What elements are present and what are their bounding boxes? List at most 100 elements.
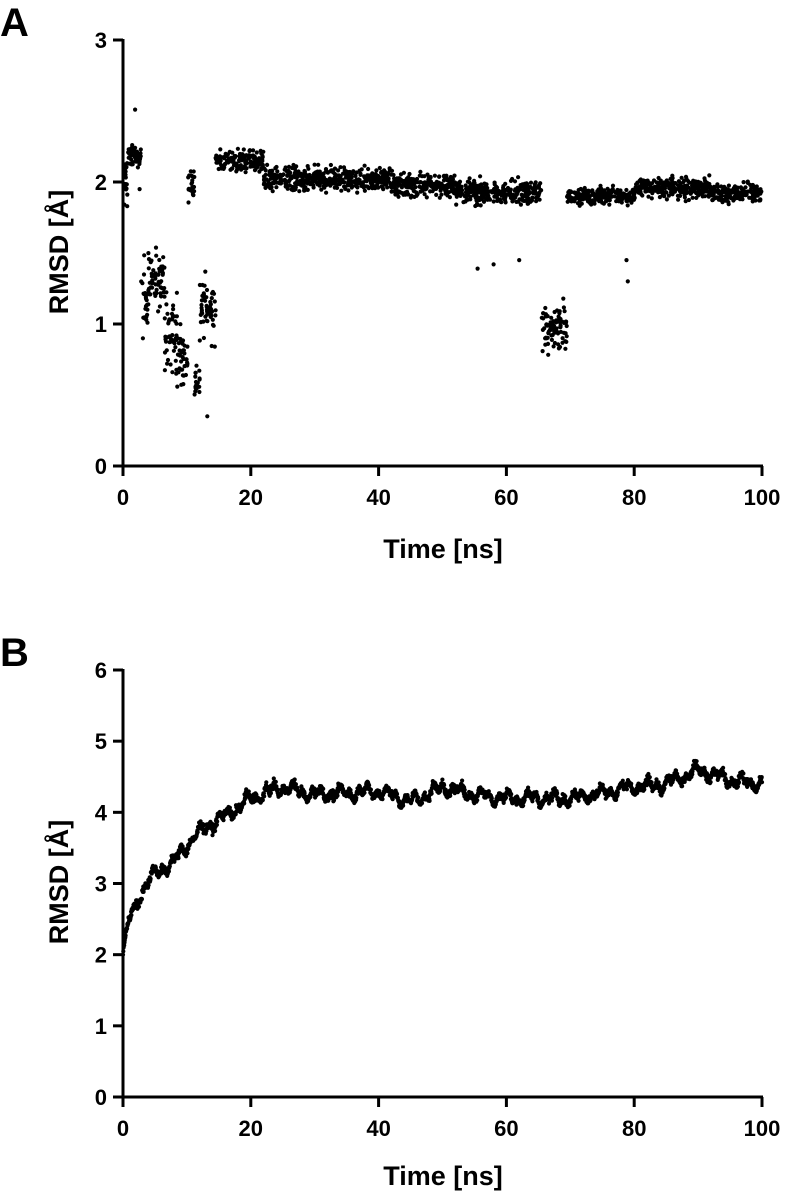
panel-a-point [526,191,532,196]
panel-a-point [627,193,632,198]
panel-a-point [437,195,442,200]
panel-a-point [695,186,700,191]
panel-b-point [567,803,572,808]
panel-a-point [278,172,283,178]
panel-a-point [316,162,321,167]
panel-b-point [321,786,326,792]
panel-a-point [683,174,689,179]
panel-a-point [235,146,240,151]
panel-b-point [470,792,475,798]
panel-a-point [356,177,361,182]
panel-a-point [513,195,518,200]
panel-a-point [503,198,508,203]
panel-a-point [561,296,566,301]
panel-a-point [726,195,731,200]
panel-a-point [389,168,395,173]
panel-a-point [636,190,642,195]
panel-a-point [146,286,152,291]
panel-b-point [486,789,491,794]
panel-a-point [729,190,734,195]
panel-a-point [285,179,290,184]
panel-a-point [731,198,736,203]
panel-b-point [176,856,181,861]
panel-a-point [305,164,310,169]
panel-a-point [355,190,360,195]
panel-a-point [560,336,565,341]
panel-a-point [192,392,197,397]
panel-b-point [629,781,634,786]
panel-a-point [625,198,630,203]
panel-b-point [662,786,667,791]
panel-a-point [549,315,554,320]
panel-a-point [259,151,264,156]
panel-b-point [475,798,480,803]
panel-a-point [334,173,339,178]
panel-b-point [123,933,128,938]
panel-a-point [683,199,688,204]
panel-a-point [581,188,586,194]
panel-a-x-tick-label: 0 [117,485,129,510]
panel-a-point [450,177,455,182]
panel-a-point [156,272,161,277]
panel-a-point [174,321,179,326]
panel-a-point [211,323,216,328]
panel-a-point [758,191,763,196]
panel-b-y-tick-label: 3 [95,872,107,897]
panel-a-point [429,184,434,189]
panel-a-point [358,172,363,177]
panel-a-point [650,185,656,190]
panel-a-point [251,156,257,161]
panel-a-point [150,278,155,283]
panel-a-point [586,198,591,203]
panel-a-point [564,323,569,329]
panel-a-point [617,196,622,201]
panel-a-point [518,202,524,207]
panel-a-point [123,182,128,187]
panel-a-point [685,178,691,184]
panel-a-point [557,344,563,350]
panel-a-point [260,162,265,167]
panel-a-point [662,190,667,195]
panel-b-point [148,876,153,881]
panel-a-point [417,184,422,189]
panel-a-x-tick-label: 60 [494,485,518,510]
panel-a-point [187,173,192,178]
panel-b-point [563,794,568,799]
panel-a-point [201,291,206,296]
panel-a-point [558,329,564,334]
panel-b-point [427,798,432,804]
panel-a-point [298,179,303,184]
panel-a-point [591,198,596,203]
panel-b-point [214,822,219,828]
panel-a-point [430,189,435,194]
panel-a-point [222,165,227,170]
panel-a-point [173,358,178,363]
panel-b-point [215,819,220,824]
panel-a-point [545,335,550,340]
panel-b-point [139,896,144,902]
panel-b-point [302,791,307,796]
panel-a-point [678,183,684,188]
panel-a-point [632,195,637,201]
panel-a-point [251,148,256,153]
panel-a-point [666,193,672,198]
panel-b-point [448,793,453,798]
panel-a-point [743,189,748,194]
panel-a-point [332,166,338,171]
panel-a-point [551,344,556,349]
panel-a-point [682,178,687,183]
panel-b-point [368,787,373,792]
panel-a-point [346,188,351,193]
panel-b-point [429,791,434,796]
panel-a-point [146,251,151,256]
panel-a-point [182,351,187,356]
panel-a-point [338,178,343,183]
panel-a-point [466,189,471,194]
panel-a-point [162,286,167,291]
panel-a-point [165,361,170,366]
panel-a-point [153,293,158,298]
panel-b-point [274,784,279,789]
panel-a-point [317,176,322,181]
panel-a-point [316,173,322,178]
panel-b-y-tick-label: 4 [95,800,108,825]
